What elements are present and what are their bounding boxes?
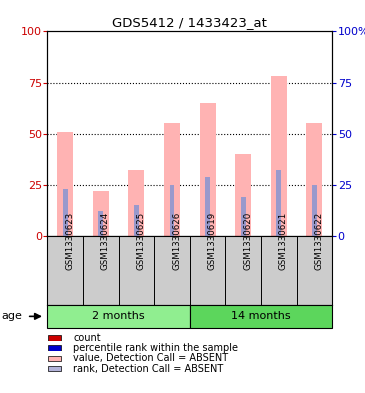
Text: count: count — [73, 333, 101, 343]
Text: age: age — [2, 311, 23, 321]
Text: GSM1330626: GSM1330626 — [172, 212, 181, 270]
Bar — [134, 205, 139, 236]
Bar — [170, 185, 174, 236]
Text: percentile rank within the sample: percentile rank within the sample — [73, 343, 238, 353]
Bar — [190, 305, 332, 328]
Text: GSM1330619: GSM1330619 — [208, 212, 216, 270]
Bar — [93, 191, 109, 236]
Bar — [57, 132, 73, 236]
Text: value, Detection Call = ABSENT: value, Detection Call = ABSENT — [73, 353, 228, 364]
Text: GSM1330622: GSM1330622 — [314, 212, 323, 270]
Title: GDS5412 / 1433423_at: GDS5412 / 1433423_at — [112, 16, 267, 29]
Text: GSM1330623: GSM1330623 — [65, 212, 74, 270]
Bar — [164, 123, 180, 236]
Bar — [306, 123, 322, 236]
Bar — [241, 197, 246, 236]
Bar — [63, 189, 68, 236]
Text: 14 months: 14 months — [231, 311, 291, 321]
Text: GSM1330625: GSM1330625 — [137, 212, 145, 270]
Bar — [312, 185, 317, 236]
Text: GSM1330621: GSM1330621 — [279, 212, 288, 270]
Text: rank, Detection Call = ABSENT: rank, Detection Call = ABSENT — [73, 364, 223, 374]
Text: 2 months: 2 months — [92, 311, 145, 321]
Bar — [128, 171, 145, 236]
Bar — [200, 103, 216, 236]
Bar — [205, 176, 210, 236]
Bar — [47, 305, 190, 328]
Bar — [271, 76, 287, 236]
Bar — [99, 211, 103, 236]
Bar — [276, 171, 281, 236]
Text: GSM1330624: GSM1330624 — [101, 212, 110, 270]
Bar — [235, 154, 251, 236]
Text: GSM1330620: GSM1330620 — [243, 212, 252, 270]
